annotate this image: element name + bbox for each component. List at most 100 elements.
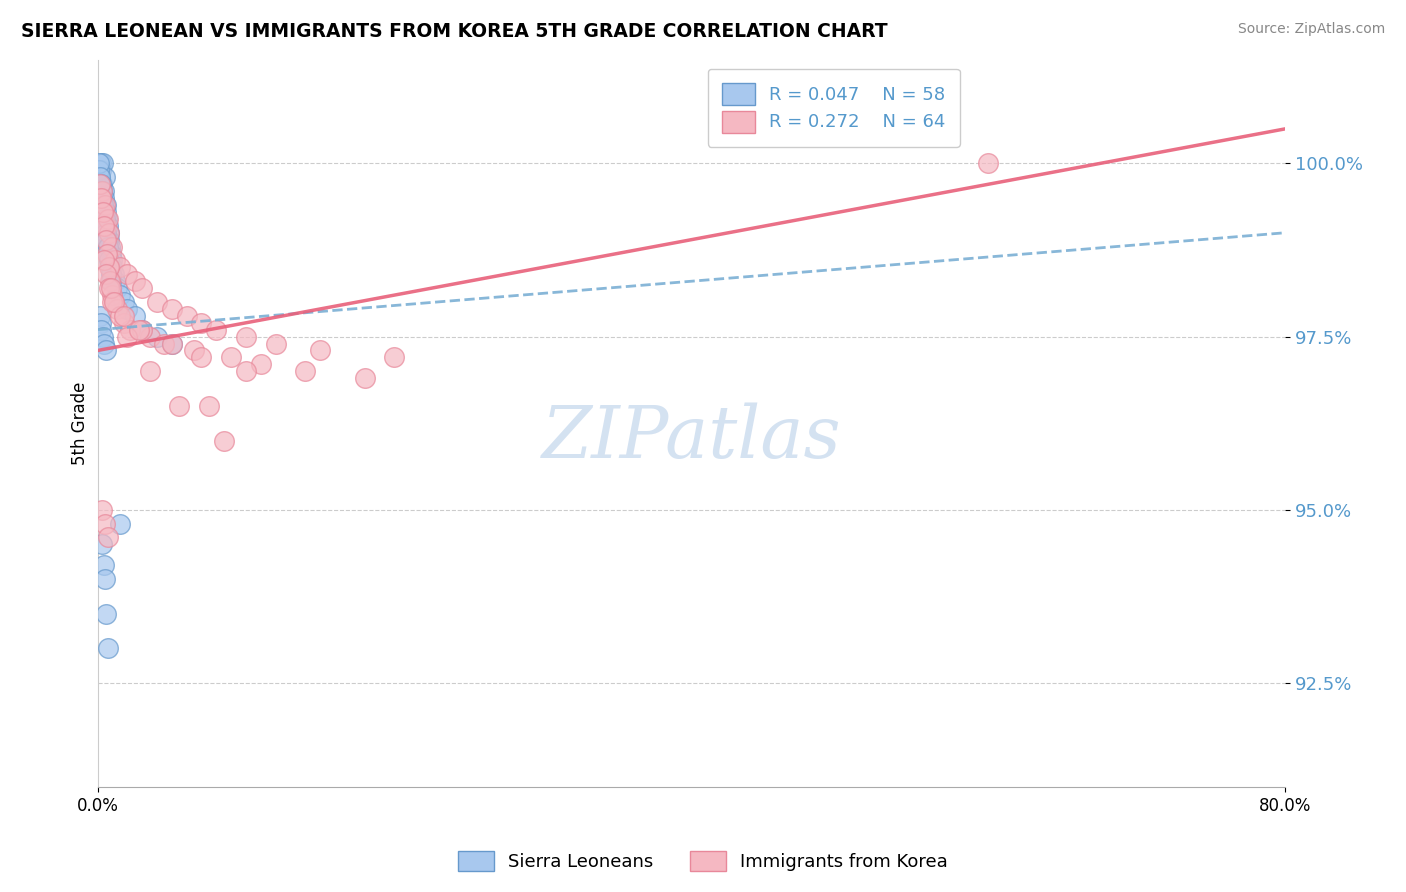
Point (91, 184, 114, 198)
Point (96, 226, 118, 240)
Point (97, 219, 120, 233)
Point (96, 219, 118, 233)
Point (977, 156, 1000, 170)
Point (94, 198, 117, 212)
Text: Source: ZipAtlas.com: Source: ZipAtlas.com (1237, 22, 1385, 37)
Point (90, 191, 112, 205)
Point (112, 295, 135, 310)
Point (96, 211, 118, 226)
Point (103, 295, 125, 310)
Point (105, 281, 128, 295)
Point (87, 163, 110, 178)
Point (97, 211, 120, 226)
Point (235, 329, 257, 343)
Point (93, 191, 115, 205)
Point (160, 336, 183, 351)
Point (120, 323, 142, 337)
Text: SIERRA LEONEAN VS IMMIGRANTS FROM KOREA 5TH GRADE CORRELATION CHART: SIERRA LEONEAN VS IMMIGRANTS FROM KOREA … (21, 22, 887, 41)
Point (384, 351, 406, 365)
Point (90, 316, 112, 330)
Point (90, 184, 112, 198)
Point (103, 268, 125, 282)
Point (117, 301, 139, 316)
Point (91, 191, 114, 205)
Point (97, 226, 120, 240)
Point (138, 329, 160, 343)
Point (91, 156, 114, 170)
Point (91, 198, 114, 212)
Point (108, 309, 131, 323)
Point (146, 295, 169, 310)
Legend: Sierra Leoneans, Immigrants from Korea: Sierra Leoneans, Immigrants from Korea (451, 844, 955, 879)
Point (90, 156, 112, 170)
Point (117, 268, 139, 282)
Point (90, 191, 112, 205)
Point (89, 156, 111, 170)
Point (93, 205, 115, 219)
Point (101, 260, 124, 275)
Point (90, 178, 112, 192)
Point (104, 274, 127, 288)
Point (104, 253, 127, 268)
Point (94, 219, 117, 233)
Point (198, 399, 221, 413)
Point (250, 357, 273, 371)
Point (98, 233, 121, 247)
Text: ZIPatlas: ZIPatlas (541, 402, 841, 473)
Point (97, 246, 120, 260)
Point (235, 364, 257, 378)
Point (93, 184, 115, 198)
Point (89, 170, 111, 185)
Point (101, 239, 124, 253)
Point (176, 309, 198, 323)
Point (93, 205, 115, 219)
Point (89, 178, 111, 192)
Point (97, 531, 120, 545)
Point (94, 170, 117, 185)
Point (219, 351, 242, 365)
Point (190, 351, 212, 365)
Point (160, 301, 183, 316)
Point (94, 572, 117, 586)
Point (93, 211, 115, 226)
Point (190, 316, 212, 330)
Point (98, 253, 121, 268)
Point (91, 205, 114, 219)
Point (100, 253, 122, 268)
Point (131, 323, 153, 337)
Point (264, 336, 287, 351)
Point (96, 246, 118, 260)
Point (93, 336, 115, 351)
Point (112, 309, 135, 323)
Point (124, 309, 146, 323)
Point (96, 205, 118, 219)
Point (100, 274, 122, 288)
Point (94, 343, 117, 358)
Point (103, 295, 125, 310)
Point (97, 239, 120, 253)
Point (96, 233, 118, 247)
Point (112, 316, 135, 330)
Point (91, 503, 114, 517)
Y-axis label: 5th Grade: 5th Grade (72, 382, 89, 465)
Point (96, 268, 118, 282)
Point (98, 226, 121, 240)
Point (212, 434, 235, 448)
Point (160, 336, 183, 351)
Point (90, 163, 112, 178)
Point (353, 371, 375, 385)
Point (101, 295, 124, 310)
Point (294, 364, 316, 378)
Point (105, 301, 128, 316)
Point (90, 323, 112, 337)
Point (146, 329, 169, 343)
Point (131, 281, 153, 295)
Point (108, 516, 131, 531)
Point (100, 268, 122, 282)
Point (93, 219, 115, 233)
Point (98, 260, 121, 275)
Point (205, 323, 228, 337)
Point (124, 274, 146, 288)
Point (97, 641, 120, 656)
Point (153, 336, 176, 351)
